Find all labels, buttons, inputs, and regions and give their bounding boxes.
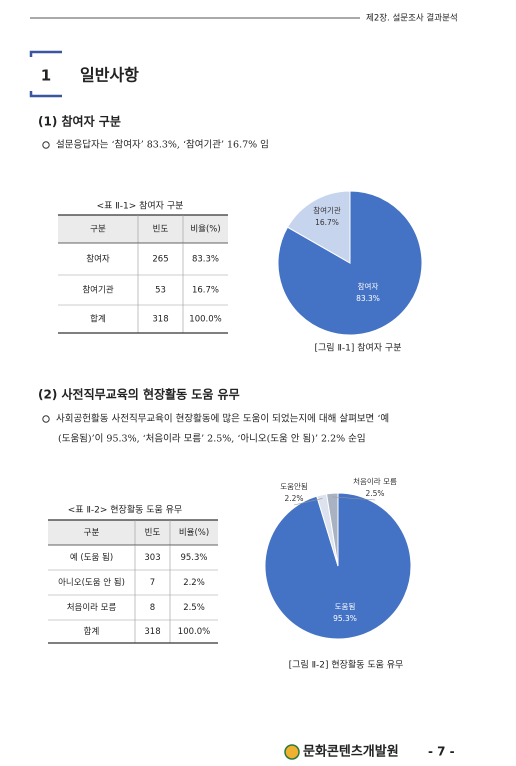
table-cell: 2.5% — [183, 603, 205, 613]
table-cell: 95.3% — [180, 553, 207, 563]
table-cell: 아니오(도움 안 됨) — [58, 577, 125, 588]
table-cell: 2.2% — [183, 578, 205, 588]
figure-caption: [그림 Ⅱ-1] 참여자 구분 — [315, 342, 402, 354]
bullet-text: 설문응답자는 ‘참여자’ 83.3%, ‘참여기관’ 16.7% 임 — [56, 139, 269, 151]
table-cell: 예 (도움 됨) — [70, 552, 113, 563]
table-cell: 53 — [155, 286, 166, 296]
table-cell: 참여자 — [86, 254, 110, 265]
pie-slice — [264, 492, 412, 640]
table-header-cell: 구분 — [90, 225, 106, 235]
table-header-cell: 빈도 — [153, 225, 169, 235]
footer-org: 문화콘텐츠개발원 — [303, 744, 399, 760]
table-cell: 합계 — [84, 626, 100, 637]
logo — [284, 744, 300, 760]
table-cell: 처음이라 모름 — [67, 602, 117, 613]
slice-value-label: 2.5% — [365, 489, 384, 498]
figure-caption: [그림 Ⅱ-2] 현장활동 도움 유무 — [289, 659, 404, 671]
table-cell: 8 — [150, 603, 155, 613]
table-cell: 16.7% — [192, 286, 219, 296]
table-header-cell: 비율(%) — [179, 528, 209, 538]
slice-value-label: 2.2% — [284, 494, 303, 503]
slice-label: 참여자 — [358, 281, 379, 291]
table-cell: 7 — [150, 578, 155, 588]
table-cell: 318 — [152, 315, 168, 325]
bullet-text: (도움됨)’이 95.3%, ‘처음이라 모름’ 2.5%, ‘아니오(도움 안… — [58, 433, 366, 445]
subsection-title: (1) 참여자 구분 — [38, 114, 121, 129]
table-cell: 318 — [144, 627, 160, 637]
slice-value-label: 83.3% — [356, 294, 380, 303]
section-number: 1 — [41, 67, 51, 85]
table-caption: <표 Ⅱ-1> 참여자 구분 — [97, 200, 184, 212]
leader-line — [332, 496, 376, 501]
table-header-cell: 빈도 — [145, 528, 161, 538]
bullet-text: 사회공헌활동 사전직무교육이 현장활동에 많은 도움이 되었는지에 대해 살펴보… — [56, 413, 389, 425]
table-header-bg — [58, 215, 228, 243]
pie-slice — [326, 492, 339, 567]
section-title: 일반사항 — [80, 66, 139, 85]
slice-label: 도움안됨 — [280, 481, 308, 491]
table-cell: 100.0% — [189, 315, 221, 325]
table-caption: <표 Ⅱ-2> 현장활동 도움 유무 — [68, 504, 182, 516]
table-cell: 265 — [152, 255, 168, 265]
table-cell: 100.0% — [178, 627, 210, 637]
slice-label: 도움됨 — [335, 602, 356, 611]
table-cell: 83.3% — [192, 255, 219, 265]
table-cell: 참여기관 — [82, 285, 113, 296]
page-number: - 7 - — [428, 745, 455, 759]
bullet-marker — [42, 415, 50, 423]
bullet-marker — [42, 141, 50, 149]
pie-slice — [286, 190, 351, 264]
table-cell: 합계 — [90, 314, 106, 325]
table-header-bg — [48, 520, 218, 545]
slice-label: 처음이라 모름 — [353, 476, 397, 486]
subsection-title: (2) 사전직무교육의 현장활동 도움 유무 — [38, 387, 240, 402]
leader-line — [293, 498, 323, 506]
section-bracket — [29, 50, 62, 98]
slice-value-label: 95.3% — [333, 614, 357, 623]
header-text: 제2장. 설문조사 결과분석 — [366, 13, 458, 24]
table-header-cell: 비율(%) — [190, 225, 220, 235]
table-cell: 303 — [144, 553, 160, 563]
table-header-cell: 구분 — [84, 528, 100, 538]
slice-label: 참여기관 — [313, 205, 341, 215]
slice-value-label: 16.7% — [315, 218, 339, 227]
